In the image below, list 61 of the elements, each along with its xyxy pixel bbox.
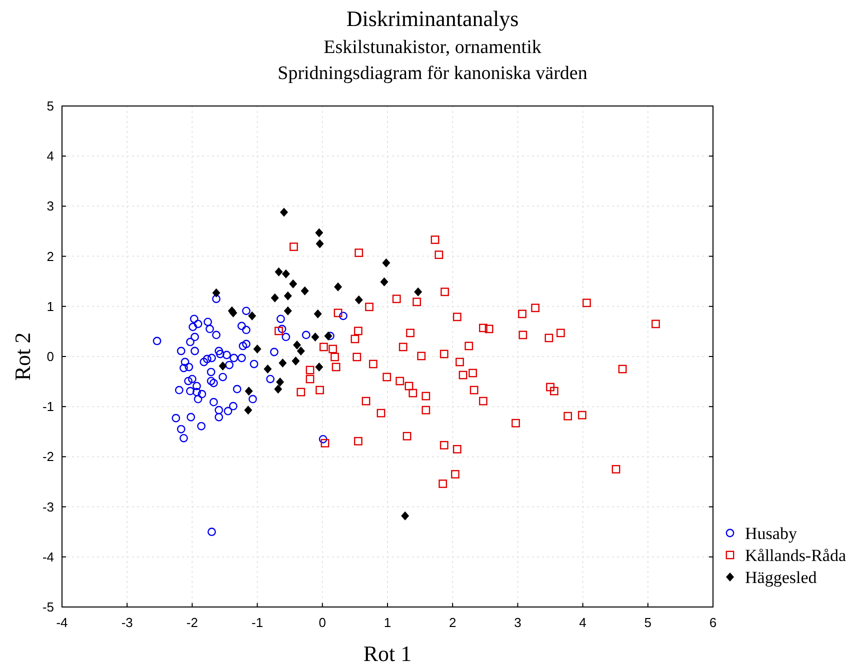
x-axis-title: Rot 1 xyxy=(363,641,412,665)
point xyxy=(401,511,410,520)
point xyxy=(274,267,283,276)
y-tick-label: -5 xyxy=(42,600,54,614)
y-tick-label: -2 xyxy=(42,449,54,464)
point xyxy=(284,306,292,316)
y-tick-label: 0 xyxy=(46,349,54,364)
point xyxy=(278,358,287,368)
legend-label: Husaby xyxy=(745,524,798,543)
y-tick-label: -4 xyxy=(42,549,54,564)
x-tick-label: 6 xyxy=(709,615,717,630)
point xyxy=(276,378,284,387)
point xyxy=(354,295,363,304)
point xyxy=(414,287,422,296)
point xyxy=(280,208,288,217)
x-tick-label: 5 xyxy=(644,615,652,630)
y-tick-label: 3 xyxy=(46,198,54,214)
point xyxy=(334,282,342,292)
y-tick-label: -3 xyxy=(42,499,54,514)
point xyxy=(274,384,282,394)
y-tick-label: 2 xyxy=(46,248,54,264)
y-axis-title: Rot 2 xyxy=(10,332,35,381)
y-tick-label: -1 xyxy=(42,399,54,414)
y-tick-label: 1 xyxy=(46,298,54,314)
point xyxy=(293,340,302,350)
y-tick-label: 4 xyxy=(46,148,54,164)
point xyxy=(244,386,253,396)
point xyxy=(296,346,305,356)
point xyxy=(244,406,252,415)
x-tick-label: 4 xyxy=(579,615,586,630)
legend-label: Kållands-Råda xyxy=(745,546,846,565)
point xyxy=(282,269,290,278)
point xyxy=(316,239,324,248)
x-tick-label: 0 xyxy=(318,615,326,630)
point xyxy=(212,288,220,298)
point xyxy=(311,332,320,342)
point xyxy=(292,356,300,366)
point xyxy=(264,364,272,374)
point xyxy=(315,362,324,372)
point xyxy=(315,228,324,238)
point xyxy=(253,344,262,354)
point xyxy=(300,286,309,296)
x-tick-label: -1 xyxy=(252,615,264,630)
chart-subtitle: Eskilstunakistor, ornamentik Spridningsdiagram för kanoniska värden xyxy=(278,37,588,84)
x-tick-label: 3 xyxy=(514,615,522,630)
point xyxy=(248,311,256,320)
chart-title: Diskriminantanalys xyxy=(346,6,519,31)
legend-label: Häggesled xyxy=(745,568,818,587)
x-tick-label: -3 xyxy=(121,615,133,630)
point xyxy=(382,258,390,268)
point xyxy=(289,279,298,288)
x-tick-label: 2 xyxy=(448,615,456,630)
point xyxy=(284,291,292,300)
x-tick-label: -4 xyxy=(56,615,68,630)
x-tick-label: 1 xyxy=(384,615,392,630)
point xyxy=(270,293,279,302)
point xyxy=(314,309,322,318)
point xyxy=(218,362,227,371)
x-tick-label: -2 xyxy=(186,615,198,630)
point xyxy=(380,277,388,286)
y-tick-label: 5 xyxy=(46,98,54,114)
